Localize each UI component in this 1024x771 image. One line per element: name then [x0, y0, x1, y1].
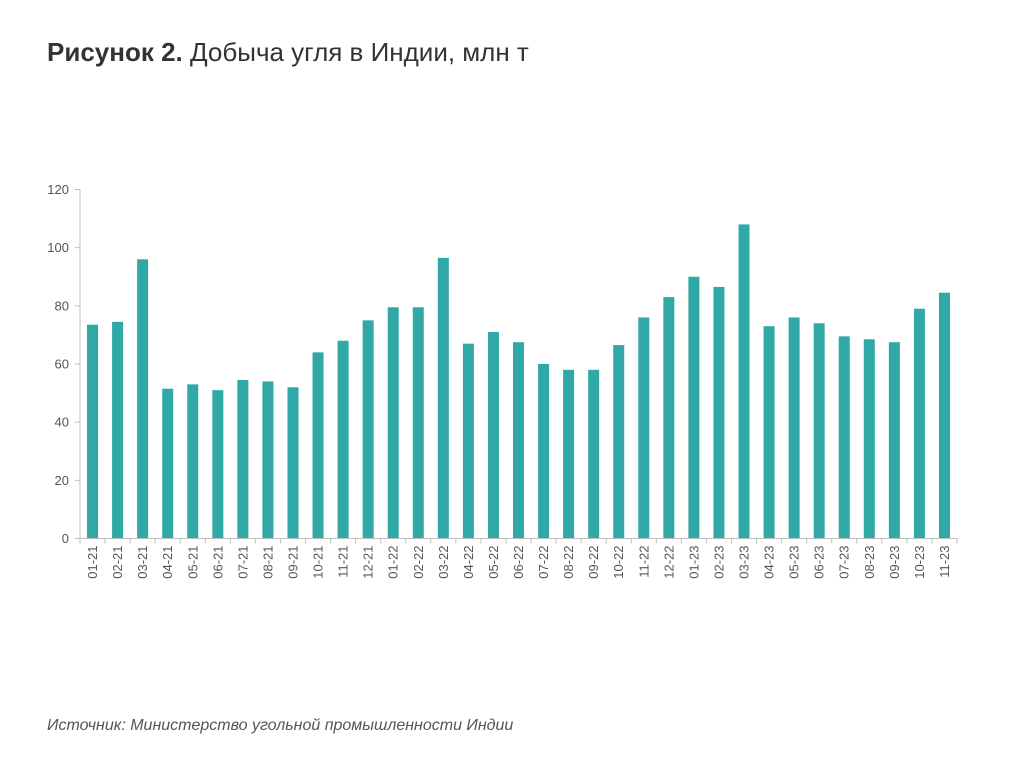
x-tick-label: 02-22	[411, 546, 426, 579]
bar	[638, 317, 650, 539]
x-tick-label: 12-21	[361, 546, 376, 579]
y-tick-label: 100	[47, 240, 69, 255]
x-tick-label: 05-21	[185, 546, 200, 579]
x-tick-label: 01-21	[85, 546, 100, 579]
figure-label: Рисунок 2.	[47, 37, 183, 67]
x-tick-label: 01-23	[686, 546, 701, 579]
title-text: Добыча угля в Индии, млн т	[190, 37, 529, 67]
x-tick-label: 04-21	[160, 546, 175, 579]
y-tick-label: 80	[55, 298, 69, 313]
x-tick-label: 10-22	[611, 546, 626, 579]
y-axis: 0 20 40 60 80 100 120	[47, 182, 81, 546]
bar	[262, 381, 274, 539]
bars	[87, 224, 950, 539]
x-tick-label: 06-22	[511, 546, 526, 579]
x-tick-label: 11-21	[336, 546, 351, 578]
bar	[112, 321, 124, 539]
x-tick-label: 06-23	[812, 546, 827, 579]
chart-title: Рисунок 2. Добыча угля в Индии, млн т	[47, 36, 529, 68]
bar	[337, 340, 349, 539]
bar	[462, 343, 474, 539]
x-tick-label: 06-21	[210, 546, 225, 579]
bar	[212, 390, 224, 539]
bar	[513, 342, 524, 539]
bar	[863, 339, 875, 539]
source-text: Министерство угольной промышленности Инд…	[130, 717, 514, 734]
x-tick-label: 01-22	[386, 546, 401, 579]
x-tick-label: 02-23	[711, 546, 726, 579]
bar	[362, 320, 374, 539]
x-tick-label: 11-23	[937, 546, 952, 578]
y-tick-label: 120	[47, 182, 69, 197]
bar	[813, 323, 825, 539]
bar	[237, 379, 249, 539]
y-tick-label: 0	[62, 531, 69, 546]
x-tick-label: 08-21	[260, 546, 275, 579]
x-tick-label: 12-22	[661, 546, 676, 579]
x-tick-label: 04-23	[762, 546, 777, 579]
bar	[613, 345, 625, 539]
bar	[87, 324, 99, 539]
x-tick-label: 05-23	[787, 546, 802, 579]
x-tick-label: 03-21	[135, 546, 150, 579]
x-tick-label: 07-23	[837, 546, 852, 579]
x-tick-label: 07-22	[536, 546, 551, 579]
bar	[538, 364, 550, 539]
x-tick-label: 09-21	[285, 546, 300, 579]
bar	[588, 369, 600, 539]
bar	[788, 317, 800, 539]
bar	[838, 336, 850, 539]
y-tick-label: 40	[55, 415, 69, 430]
bar	[162, 388, 174, 539]
x-tick-label: 03-22	[436, 546, 451, 579]
bar	[663, 297, 675, 539]
bar	[563, 369, 575, 539]
source-note: Источник: Министерство угольной промышле…	[47, 717, 513, 735]
y-tick-label: 20	[55, 473, 69, 488]
x-tick-label: 10-23	[912, 546, 927, 579]
x-tick-label: 05-22	[486, 546, 501, 579]
x-tick-label: 11-22	[636, 546, 651, 578]
x-tick-label: 04-22	[461, 546, 476, 579]
y-tick-label: 60	[55, 357, 69, 372]
bar	[287, 387, 299, 539]
x-tick-label: 09-22	[586, 546, 601, 579]
bar	[738, 224, 750, 539]
bar	[387, 307, 399, 539]
x-tick-label: 07-21	[235, 546, 250, 579]
bar	[688, 276, 700, 539]
bar	[888, 342, 900, 539]
bar	[763, 326, 775, 539]
bar	[412, 307, 424, 539]
bar	[938, 292, 950, 539]
x-axis: 01-21 02-21 03-21 04-21 05-21 06-21 07-21 08-21…	[79, 538, 958, 579]
bar	[713, 286, 725, 539]
x-tick-label: 09-23	[887, 546, 902, 579]
x-tick-label: 02-21	[110, 546, 125, 579]
bar	[312, 352, 324, 539]
bar	[913, 308, 925, 539]
x-tick-label: 10-21	[311, 546, 326, 579]
bar	[437, 257, 449, 539]
x-tick-label: 08-22	[561, 546, 576, 579]
bar	[487, 332, 499, 539]
bar	[137, 259, 149, 539]
bar	[187, 384, 199, 539]
x-tick-label: 08-23	[862, 546, 877, 579]
source-label: Источник:	[47, 717, 126, 734]
x-tick-label: 03-23	[737, 546, 752, 579]
